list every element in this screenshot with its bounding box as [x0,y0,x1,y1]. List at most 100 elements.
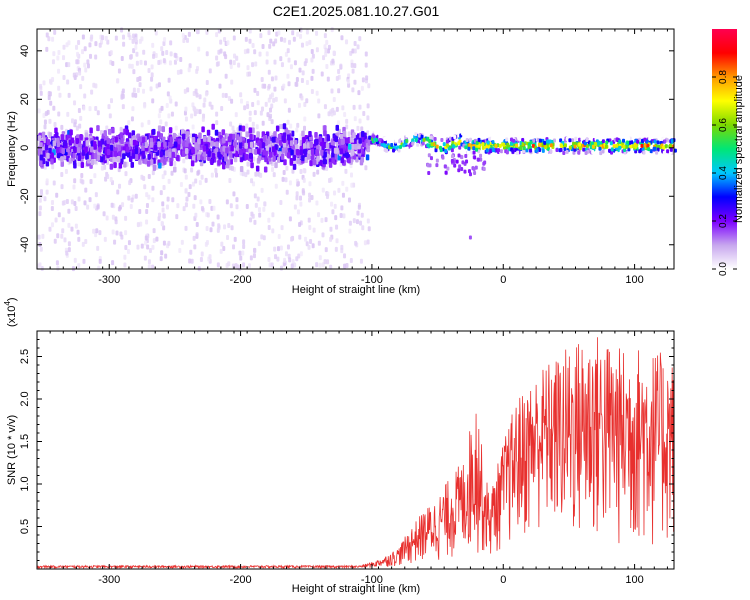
spectrogram-cell [315,262,319,268]
spectrogram-cell [86,204,90,210]
x-tick-label: 100 [625,574,643,586]
spectrogram-cell [147,119,151,125]
spectrogram-cell [287,39,291,45]
spectrogram-cell [241,171,245,177]
spectrogram-cell [268,43,272,49]
spectrogram-cell [81,149,86,156]
spectrogram-cell [210,172,214,178]
spectrogram-cell [563,143,567,148]
spectrogram-cell [73,122,77,128]
spectrogram-cell [271,166,275,172]
spectrogram-cell [101,35,105,41]
spectrogram-cell [331,209,335,215]
spectrogram-cell [572,150,576,155]
spectrogram-cell [578,146,582,151]
spectrogram-cell [188,258,192,264]
spectrogram-cell [127,240,131,246]
spectrogram-cell [141,145,145,152]
spectrogram-cell [94,232,98,238]
spectrogram-cell [233,236,237,242]
spectrogram-cell [445,143,449,148]
x-tick-label: -200 [230,274,252,286]
spectrogram-cell [102,211,106,217]
spectrogram-cell [60,233,64,239]
spectrogram-cell [157,82,161,88]
spectrogram-cell [50,205,54,211]
spectrogram-cell [169,40,173,46]
spectrogram-cell [217,223,221,229]
spectrogram-cell [188,184,192,190]
spectrogram-cell [261,142,266,149]
spectrogram-cell [293,60,297,66]
spectrogram-cell [89,146,94,153]
spectrogram-cell [171,197,175,203]
spectrogram-cell [366,103,370,109]
spectrogram-cell [473,171,477,176]
spectrogram-cell [356,125,360,131]
spectrogram-cell [139,221,143,227]
spectrogram-cell [165,50,169,56]
spectrogram-cell [277,133,282,140]
spectrogram-cell [265,51,269,57]
spectrogram-cell [295,77,299,83]
spectrogram-cell [263,166,268,173]
spectrogram-cell [360,85,364,91]
spectrogram-cell [136,244,140,250]
spectrogram-cell [239,165,244,172]
spectrogram-cell [192,203,196,209]
spectrogram-cell [457,141,461,146]
spectrogram-cell [389,137,393,142]
spectrogram-cell [160,46,164,52]
spectrogram-cell [61,228,65,234]
spectrogram-cell [252,253,256,259]
spectrogram-cell [210,140,214,147]
spectrogram-cell [168,95,172,101]
spectrogram-cell [290,149,294,156]
spectrogram-cell [187,143,192,150]
spectrogram-cell [341,180,345,186]
spectrogram-cell [258,212,262,218]
spectrogram-cell [211,123,215,130]
spectrogram-cell [280,225,284,231]
spectrogram-cell [50,222,54,228]
spectrogram-cell [622,144,626,149]
spectrogram-cell [111,61,115,67]
spectrogram-cell [151,170,155,176]
svg-text:(x104): (x104) [3,297,18,327]
spectrogram-cell [464,153,468,158]
spectrogram-cell [351,48,355,54]
spectrogram-cell [308,39,312,45]
spectrogram-cell [340,157,344,164]
spectrogram-cell [216,227,220,233]
spectrogram-cell [365,75,369,81]
spectrogram-cell [243,105,247,111]
spectrogram-cell [152,53,156,59]
spectrogram-cell [163,37,167,43]
spectrogram-cell [318,262,322,268]
spectrogram-cell [260,106,264,112]
spectrogram-cell [56,265,60,271]
spectrogram-cell [179,56,183,62]
figure-title: C2E1.2025.081.10.27.G01 [273,3,440,19]
spectrogram-cell [594,142,598,147]
spectrogram-cell [118,162,123,169]
spectrogram-frame [36,28,675,270]
spectrogram-cell [238,142,243,149]
spectrogram-cell [162,185,166,191]
spectrogram-cell [94,54,98,60]
spectrogram-cell [360,156,365,163]
spectrogram-cell [366,115,370,121]
spectrogram-cell [577,150,581,155]
spectrogram-cell [72,184,76,190]
spectrogram-cell [310,75,314,81]
spectrogram-cell [502,142,506,147]
spectrogram-cell [181,128,185,135]
spectrogram-cell [305,98,309,104]
spectrogram-cell [168,60,172,66]
spectrogram-cell [430,142,434,147]
spectrogram-cell [368,131,372,136]
spectrogram-cell [286,244,290,250]
spectrogram-cell [132,69,136,75]
spectrogram-cell [222,145,226,152]
spectrogram-cell [205,240,209,246]
